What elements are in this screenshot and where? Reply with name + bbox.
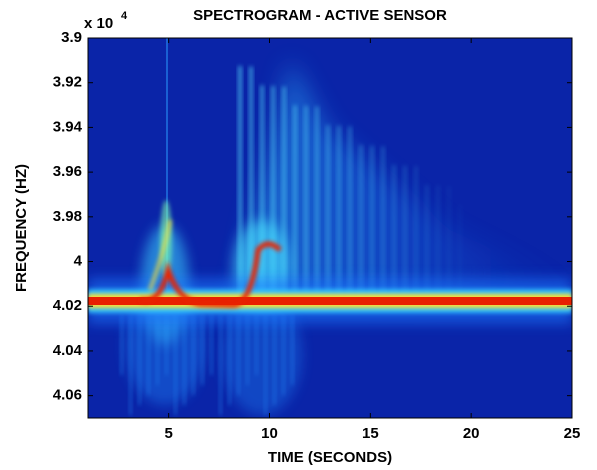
x-tick-label: 20: [463, 425, 480, 442]
x-tick-label: 5: [164, 425, 172, 442]
streak: [403, 165, 407, 300]
x-tick-label: 15: [362, 425, 379, 442]
streak: [392, 164, 396, 300]
streak: [166, 38, 168, 298]
streak: [271, 85, 275, 301]
spectrogram-image: [88, 38, 572, 418]
streak: [282, 86, 286, 300]
y-tick-label: 3.92: [53, 74, 82, 91]
streak: [249, 66, 253, 300]
y-tick-label: 3.96: [53, 163, 82, 180]
glow: [222, 295, 302, 415]
streak: [238, 66, 242, 300]
x-axis-label: TIME (SECONDS): [268, 449, 392, 466]
streak: [370, 145, 374, 300]
y-axis-label: FREQUENCY (HZ): [13, 164, 30, 292]
streak: [315, 106, 319, 300]
x-tick-label: 25: [564, 425, 581, 442]
axes: 5 10 15 20 25 3.9 3.92 3.94 3.96 3.98 4 4.02 4.04 4.0…: [53, 29, 581, 442]
streak: [260, 85, 264, 300]
y-tick-label: 4: [74, 252, 83, 269]
x-tick-label: 10: [261, 425, 278, 442]
streak: [348, 126, 352, 301]
streak: [210, 315, 213, 375]
y-multiplier: x 10: [84, 15, 113, 32]
streak: [304, 105, 308, 301]
streak: [326, 125, 330, 300]
streak: [447, 186, 451, 300]
streak: [120, 315, 123, 375]
plot-frame: [87, 37, 573, 419]
streak: [425, 184, 429, 300]
streak: [381, 146, 385, 300]
y-tick-label: 4.06: [53, 387, 82, 404]
band: [88, 297, 572, 305]
chart-title: SPECTROGRAM - ACTIVE SENSOR: [193, 7, 447, 24]
band: [139, 241, 282, 308]
band: [148, 219, 172, 291]
y-tick-label: 4.04: [53, 342, 83, 359]
glow: [235, 60, 572, 300]
streak: [219, 315, 222, 415]
streak: [359, 145, 363, 300]
y-multiplier-exponent: 4: [121, 10, 128, 22]
y-tick-label: 3.98: [53, 208, 82, 225]
y-tick-label: 4.02: [53, 297, 82, 314]
streak: [414, 166, 418, 300]
y-tick-label: 3.9: [61, 29, 82, 46]
streak: [293, 105, 297, 300]
y-tick-label: 3.94: [53, 118, 83, 135]
streak: [337, 125, 341, 300]
streak: [436, 185, 440, 300]
